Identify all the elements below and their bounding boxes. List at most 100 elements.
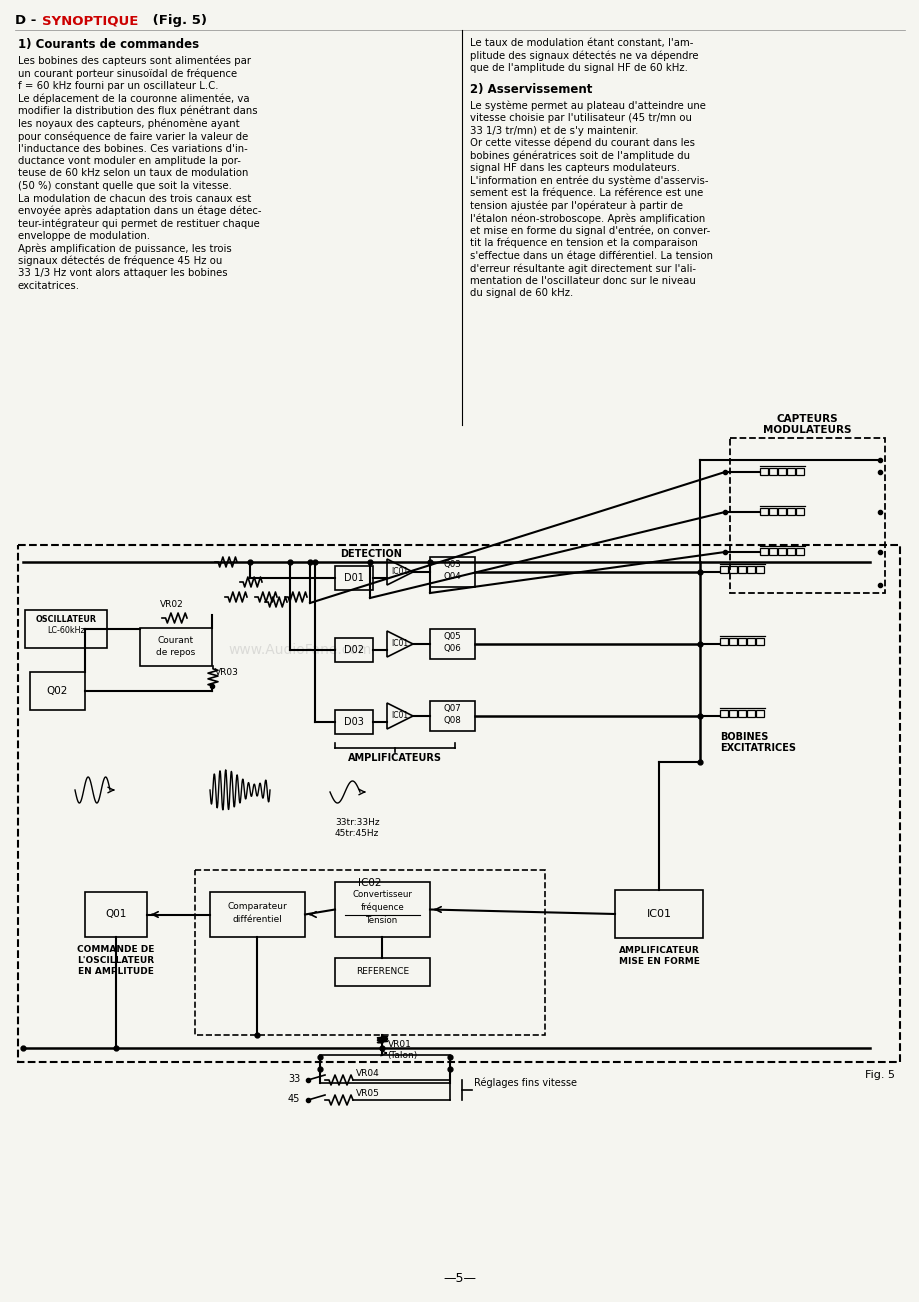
- Bar: [759, 548, 767, 555]
- Text: IC01: IC01: [646, 909, 671, 919]
- Bar: [746, 710, 754, 717]
- Bar: [320, 1055, 449, 1083]
- Bar: [737, 710, 745, 717]
- Text: et mise en forme du signal d'entrée, on conver-: et mise en forme du signal d'entrée, on …: [470, 225, 709, 236]
- Text: l'étalon néon-stroboscope. Après amplification: l'étalon néon-stroboscope. Après amplifi…: [470, 214, 705, 224]
- Text: IC01: IC01: [391, 639, 408, 648]
- Bar: [786, 508, 794, 516]
- Bar: [335, 566, 372, 590]
- Text: Q07: Q07: [443, 703, 460, 712]
- Text: plitude des signaux détectés ne va dépendre: plitude des signaux détectés ne va dépen…: [470, 51, 698, 61]
- Text: 1) Courants de commandes: 1) Courants de commandes: [18, 38, 199, 51]
- Text: Or cette vitesse dépend du courant dans les: Or cette vitesse dépend du courant dans …: [470, 138, 694, 148]
- Bar: [720, 566, 727, 573]
- Bar: [140, 628, 211, 667]
- Text: EXCITATRICES: EXCITATRICES: [720, 743, 795, 753]
- Text: D -: D -: [15, 14, 41, 27]
- Text: 2) Asservissement: 2) Asservissement: [470, 83, 592, 96]
- Text: ductance vont moduler en amplitude la por-: ductance vont moduler en amplitude la po…: [18, 156, 241, 165]
- Bar: [737, 638, 745, 644]
- Bar: [18, 546, 899, 1062]
- Bar: [795, 548, 803, 555]
- Text: envoyée après adaptation dans un étage détec-: envoyée après adaptation dans un étage d…: [18, 206, 261, 216]
- Text: AMPLIFICATEURS: AMPLIFICATEURS: [347, 753, 441, 763]
- Text: Q06: Q06: [443, 644, 460, 654]
- Bar: [720, 710, 727, 717]
- Bar: [429, 629, 474, 659]
- Text: AMPLIFICATEUR: AMPLIFICATEUR: [618, 947, 698, 954]
- Bar: [777, 467, 785, 475]
- Text: tension ajustée par l'opérateur à partir de: tension ajustée par l'opérateur à partir…: [470, 201, 682, 211]
- Text: Le déplacement de la couronne alimentée, va: Le déplacement de la couronne alimentée,…: [18, 94, 249, 104]
- Bar: [786, 467, 794, 475]
- Text: COMMANDE DE: COMMANDE DE: [77, 945, 154, 954]
- Text: Tension: Tension: [366, 917, 398, 924]
- Bar: [755, 710, 763, 717]
- Text: (Fig. 5): (Fig. 5): [148, 14, 207, 27]
- Text: teur-intégrateur qui permet de restituer chaque: teur-intégrateur qui permet de restituer…: [18, 219, 259, 229]
- Bar: [728, 638, 736, 644]
- Text: (50 %) constant quelle que soit la vitesse.: (50 %) constant quelle que soit la vites…: [18, 181, 232, 191]
- Text: BOBINES: BOBINES: [720, 732, 767, 742]
- Text: IC02: IC02: [357, 878, 381, 888]
- Text: VR01: VR01: [387, 1040, 411, 1049]
- Text: fréquence: fréquence: [360, 902, 404, 911]
- Text: D01: D01: [344, 573, 364, 583]
- Bar: [746, 638, 754, 644]
- Text: différentiel: différentiel: [233, 915, 282, 924]
- Text: VR02: VR02: [160, 600, 184, 609]
- Bar: [335, 638, 372, 661]
- Text: les noyaux des capteurs, phénomène ayant: les noyaux des capteurs, phénomène ayant: [18, 118, 240, 129]
- Bar: [85, 892, 147, 937]
- Bar: [786, 548, 794, 555]
- Text: Q03: Q03: [443, 560, 460, 569]
- Text: VR05: VR05: [356, 1088, 380, 1098]
- Text: 33tr:33Hz: 33tr:33Hz: [335, 818, 380, 827]
- Bar: [429, 557, 474, 587]
- Text: l'inductance des bobines. Ces variations d'in-: l'inductance des bobines. Ces variations…: [18, 143, 247, 154]
- Text: MISE EN FORME: MISE EN FORME: [618, 957, 698, 966]
- Text: Q02: Q02: [47, 686, 68, 697]
- Text: sement est la fréquence. La référence est une: sement est la fréquence. La référence es…: [470, 187, 702, 198]
- Text: teuse de 60 kHz selon un taux de modulation: teuse de 60 kHz selon un taux de modulat…: [18, 168, 248, 178]
- Text: 33 1/3 tr/mn) et de s'y maintenir.: 33 1/3 tr/mn) et de s'y maintenir.: [470, 125, 638, 135]
- Text: CAPTEURS: CAPTEURS: [776, 414, 837, 424]
- Bar: [210, 892, 305, 937]
- Text: IC01: IC01: [391, 711, 408, 720]
- Bar: [335, 710, 372, 734]
- Text: signaux détectés de fréquence 45 Hz ou: signaux détectés de fréquence 45 Hz ou: [18, 256, 222, 267]
- Text: 45tr:45Hz: 45tr:45Hz: [335, 829, 379, 838]
- Text: du signal de 60 kHz.: du signal de 60 kHz.: [470, 288, 573, 298]
- Text: Courant: Courant: [158, 635, 194, 644]
- Text: pour conséquence de faire varier la valeur de: pour conséquence de faire varier la vale…: [18, 132, 248, 142]
- Text: 33 1/3 Hz vont alors attaquer les bobines: 33 1/3 Hz vont alors attaquer les bobine…: [18, 268, 227, 279]
- Text: Comparateur: Comparateur: [227, 902, 287, 911]
- Text: Q04: Q04: [443, 573, 460, 582]
- Text: EN AMPLITUDE: EN AMPLITUDE: [78, 967, 153, 976]
- Bar: [768, 508, 777, 516]
- Bar: [768, 467, 777, 475]
- Text: Après amplification de puissance, les trois: Après amplification de puissance, les tr…: [18, 243, 232, 254]
- Text: IC01: IC01: [391, 568, 408, 577]
- Text: Réglages fins vitesse: Réglages fins vitesse: [473, 1078, 576, 1088]
- Text: —5—: —5—: [443, 1272, 476, 1285]
- Bar: [614, 891, 702, 937]
- Text: modifier la distribution des flux pénétrant dans: modifier la distribution des flux pénétr…: [18, 105, 257, 116]
- Text: D03: D03: [344, 717, 364, 727]
- Text: Le système permet au plateau d'atteindre une: Le système permet au plateau d'atteindre…: [470, 100, 705, 111]
- Bar: [335, 881, 429, 937]
- Text: LC-60kHz: LC-60kHz: [47, 626, 85, 635]
- Bar: [795, 467, 803, 475]
- Text: MODULATEURS: MODULATEURS: [763, 424, 851, 435]
- Text: VR04: VR04: [356, 1069, 380, 1078]
- Text: Q01: Q01: [105, 910, 127, 919]
- Bar: [737, 566, 745, 573]
- Text: Le taux de modulation étant constant, l'am-: Le taux de modulation étant constant, l'…: [470, 38, 693, 48]
- Text: D02: D02: [344, 644, 364, 655]
- Text: bobines génératrices soit de l'amplitude du: bobines génératrices soit de l'amplitude…: [470, 151, 689, 161]
- Text: Q05: Q05: [443, 631, 460, 641]
- Text: mentation de l'oscillateur donc sur le niveau: mentation de l'oscillateur donc sur le n…: [470, 276, 695, 285]
- Bar: [755, 638, 763, 644]
- Text: tit la fréquence en tension et la comparaison: tit la fréquence en tension et la compar…: [470, 238, 698, 249]
- Text: 33: 33: [288, 1074, 300, 1085]
